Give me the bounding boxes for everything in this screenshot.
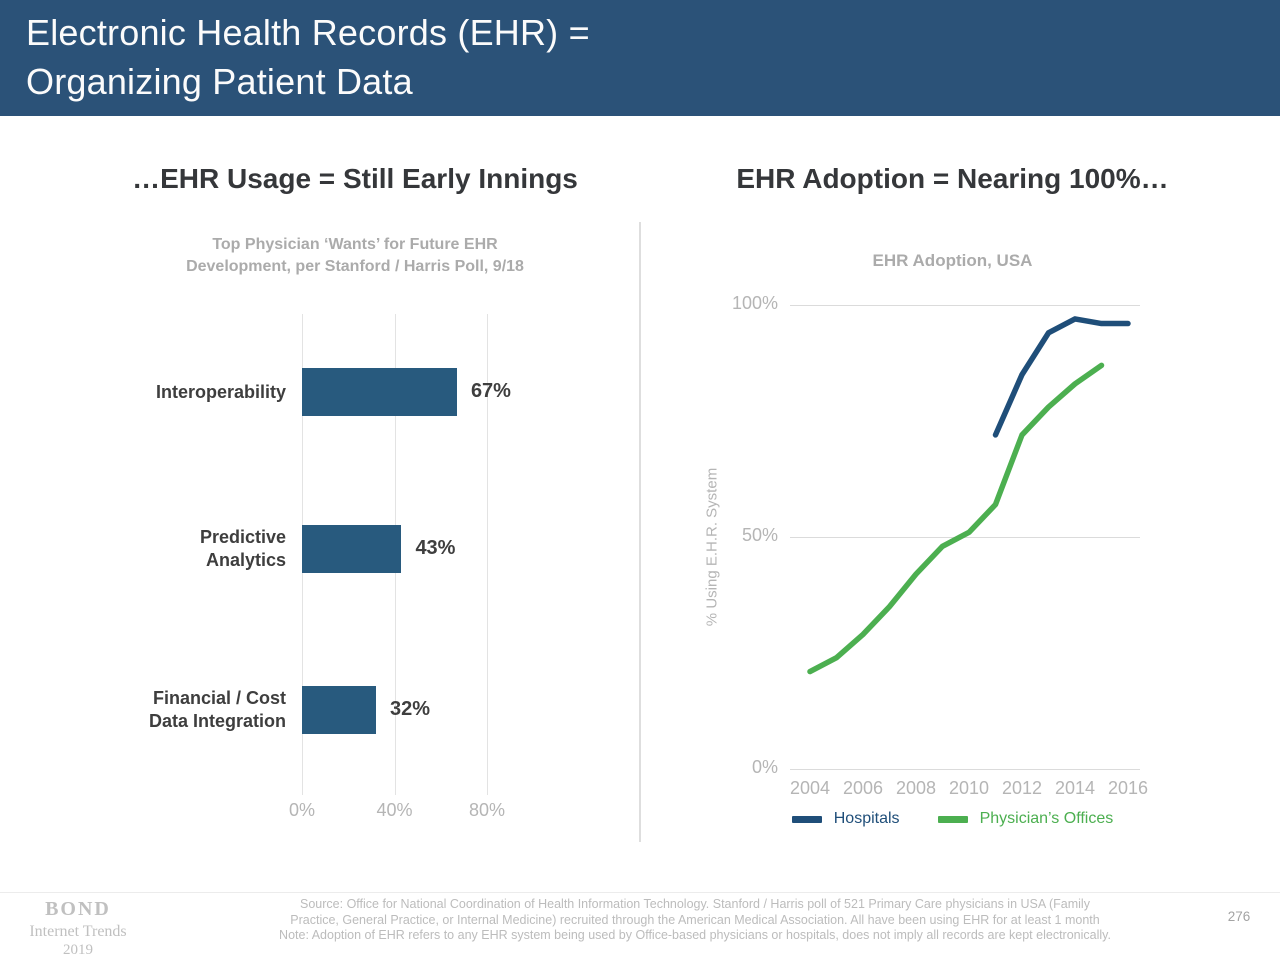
legend-item-physician-s-offices: Physician’s Offices	[937, 810, 1114, 828]
bar-xtick-40%: 40%	[376, 800, 413, 820]
bar-category-line: Analytics	[205, 550, 286, 570]
bar-interoperability	[302, 368, 457, 416]
legend-swatch-physician-s-offices	[937, 815, 968, 823]
line-series-hospitals	[992, 316, 1131, 438]
line-ytick-100%: 100%	[731, 293, 778, 313]
bar-value-interoperability: 67%	[470, 380, 511, 402]
bar-chart-title-line1: Top Physician ‘Wants’ for Future EHR	[212, 236, 498, 253]
bond-logo-subtitle: Internet Trends	[29, 923, 127, 940]
slide-title: Electronic Health Records (EHR) = Organi…	[26, 8, 590, 106]
slide-title-line1: Electronic Health Records (EHR) =	[26, 12, 590, 53]
line-xtick-2004: 2004	[789, 778, 831, 798]
line-xtick-2008: 2008	[895, 778, 937, 798]
bar-xtick-80%: 80%	[468, 800, 506, 820]
line-gridline-100%	[790, 305, 1140, 306]
legend-label-hospitals: Hospitals	[833, 810, 900, 827]
bar-category-interoperability: Interoperability	[40, 381, 286, 404]
line-series-physician-s-offices	[807, 362, 1105, 675]
bar-value-financial-cost-data-integration: 32%	[390, 698, 431, 720]
bar-category-line: Predictive	[199, 527, 286, 547]
bar-value-predictive-analytics: 43%	[415, 537, 456, 559]
bar-category-line: Data Integration	[148, 711, 286, 731]
line-chart-canvas	[807, 316, 1131, 675]
line-ytick-0%: 0%	[751, 757, 778, 777]
source-note-line3: Note: Adoption of EHR refers to any EHR …	[279, 928, 1111, 942]
bar-chart-title-line2: Development, per Stanford / Harris Poll,…	[186, 258, 524, 275]
chart-legend: Hospitals Physician’s Offices	[660, 810, 1245, 828]
bar-category-financial-cost-data-integration: Financial / Cost Data Integration	[40, 687, 286, 733]
bond-logo-year: 2019	[63, 942, 93, 958]
bond-logo: BOND Internet Trends 2019	[12, 898, 144, 958]
bar-gridline-80%	[487, 314, 488, 795]
line-xtick-2014: 2014	[1054, 778, 1096, 798]
legend-label-physician-s-offices: Physician’s Offices	[979, 810, 1114, 827]
line-chart-title: EHR Adoption, USA	[872, 251, 1033, 270]
bar-chart-title: Top Physician ‘Wants’ for Future EHR Dev…	[35, 234, 675, 278]
line-ytick-50%: 50%	[741, 525, 778, 545]
source-note-line1: Source: Office for National Coordination…	[300, 897, 1090, 911]
line-xtick-2010: 2010	[948, 778, 990, 798]
legend-item-hospitals: Hospitals	[791, 810, 900, 828]
footer-divider	[0, 892, 1280, 893]
bar-xtick-0%: 0%	[288, 800, 315, 820]
slide-title-line2: Organizing Patient Data	[26, 61, 413, 102]
line-xtick-2006: 2006	[842, 778, 884, 798]
source-note-line2: Practice, General Practice, or Internal …	[290, 912, 1100, 927]
page-number: 276	[1227, 909, 1251, 924]
slide-header: Electronic Health Records (EHR) = Organi…	[0, 0, 1280, 116]
panel-divider	[639, 222, 641, 842]
bond-logo-wordmark: BOND	[45, 898, 111, 920]
bar-category-line: Interoperability	[155, 381, 286, 402]
line-xtick-2016: 2016	[1107, 778, 1149, 798]
bar-category-predictive-analytics: Predictive Analytics	[40, 526, 286, 572]
line-gridline-0%	[790, 769, 1140, 770]
left-panel-heading: …EHR Usage = Still Early Innings	[132, 163, 578, 194]
bar-financial-cost-data-integration	[302, 686, 376, 734]
right-panel-heading: EHR Adoption = Nearing 100%…	[736, 163, 1169, 194]
line-xtick-2012: 2012	[1001, 778, 1043, 798]
bar-predictive-analytics	[302, 525, 402, 573]
source-note: Source: Office for National Coordination…	[250, 897, 1140, 944]
bar-category-line: Financial / Cost	[152, 688, 286, 708]
legend-swatch-hospitals	[791, 815, 822, 823]
